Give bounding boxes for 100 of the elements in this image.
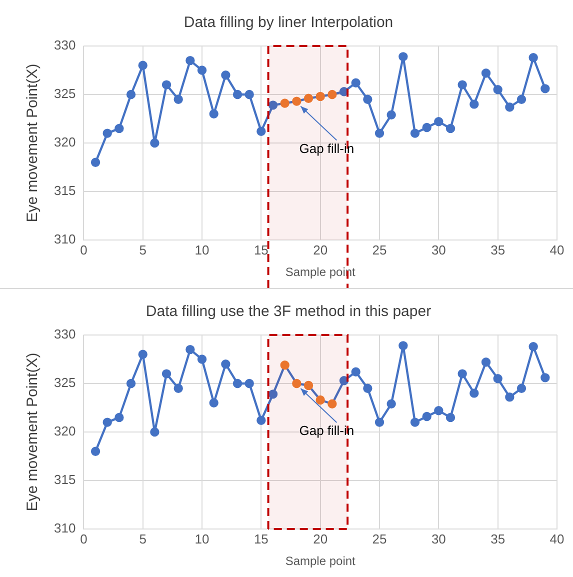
point bbox=[446, 124, 456, 134]
point bbox=[351, 367, 360, 376]
chart-title: Data filling by liner Interpolation bbox=[184, 14, 394, 32]
x-tick-label: 15 bbox=[254, 531, 268, 546]
y-axis-title: Eye movement Point(X) bbox=[24, 352, 42, 512]
point bbox=[481, 358, 491, 367]
point bbox=[386, 399, 396, 408]
point bbox=[150, 427, 160, 437]
point bbox=[516, 94, 526, 104]
y-tick-label: 310 bbox=[54, 232, 76, 247]
point bbox=[280, 360, 290, 370]
point bbox=[102, 128, 112, 138]
point bbox=[209, 109, 218, 118]
point bbox=[221, 70, 230, 80]
x-tick-label: 5 bbox=[139, 531, 146, 546]
point bbox=[410, 418, 420, 427]
point bbox=[363, 94, 372, 104]
x-tick-label: 25 bbox=[372, 531, 387, 546]
point bbox=[138, 60, 148, 70]
point bbox=[410, 128, 420, 138]
point bbox=[363, 384, 372, 393]
point bbox=[481, 68, 491, 78]
point bbox=[268, 390, 278, 399]
point bbox=[374, 128, 384, 138]
point bbox=[458, 80, 467, 90]
point bbox=[398, 341, 408, 350]
x-tick-label: 0 bbox=[80, 531, 88, 546]
point bbox=[528, 342, 538, 352]
y-tick-label: 330 bbox=[54, 38, 76, 53]
point bbox=[197, 66, 207, 75]
point bbox=[280, 98, 290, 108]
point bbox=[90, 158, 100, 167]
point bbox=[232, 378, 242, 388]
point bbox=[374, 418, 384, 427]
point bbox=[102, 418, 112, 427]
point bbox=[528, 53, 538, 62]
point bbox=[470, 100, 479, 109]
x-tick-label: 5 bbox=[139, 242, 146, 258]
point bbox=[434, 406, 444, 416]
point bbox=[316, 92, 325, 102]
y-tick-label: 325 bbox=[54, 375, 76, 390]
point bbox=[292, 96, 302, 106]
point bbox=[186, 344, 195, 354]
x-tick-label: 15 bbox=[254, 242, 268, 258]
point bbox=[256, 416, 266, 425]
point bbox=[197, 354, 207, 364]
x-tick-label: 25 bbox=[372, 242, 387, 258]
point bbox=[162, 80, 172, 90]
point bbox=[398, 52, 408, 62]
y-tick-label: 310 bbox=[54, 520, 76, 536]
point bbox=[221, 360, 230, 369]
point bbox=[540, 373, 550, 382]
point bbox=[114, 412, 124, 422]
point bbox=[126, 378, 136, 388]
point bbox=[244, 90, 254, 100]
x-axis-title: Sample point bbox=[285, 265, 356, 280]
point bbox=[328, 90, 337, 100]
point bbox=[328, 399, 337, 408]
point bbox=[174, 384, 183, 393]
point bbox=[90, 446, 100, 456]
point bbox=[186, 56, 195, 66]
x-tick-label: 35 bbox=[490, 531, 506, 546]
point bbox=[126, 90, 136, 100]
point bbox=[386, 110, 396, 120]
point bbox=[540, 84, 550, 94]
point bbox=[316, 395, 325, 405]
point bbox=[304, 94, 314, 103]
point bbox=[493, 85, 502, 94]
y-tick-label: 325 bbox=[54, 86, 76, 102]
point bbox=[114, 124, 124, 134]
point bbox=[244, 378, 254, 388]
x-tick-label: 40 bbox=[550, 531, 564, 546]
point bbox=[339, 376, 349, 386]
y-axis-title: Eye movement Point(X) bbox=[24, 64, 42, 222]
point bbox=[268, 100, 278, 110]
x-tick-label: 0 bbox=[80, 242, 88, 258]
point bbox=[209, 398, 218, 408]
x-tick-label: 20 bbox=[313, 242, 328, 258]
point bbox=[232, 90, 242, 100]
point bbox=[351, 78, 360, 88]
y-tick-label: 315 bbox=[54, 183, 76, 198]
point bbox=[458, 369, 467, 378]
point bbox=[162, 369, 172, 378]
point bbox=[138, 350, 148, 359]
x-tick-label: 35 bbox=[490, 242, 506, 258]
point bbox=[434, 117, 444, 126]
point bbox=[446, 412, 456, 422]
annotation: Gap fill-in bbox=[299, 140, 354, 156]
x-tick-label: 30 bbox=[431, 531, 446, 546]
point bbox=[292, 378, 302, 388]
point bbox=[505, 392, 514, 402]
y-tick-label: 315 bbox=[54, 472, 76, 488]
x-tick-label: 20 bbox=[313, 531, 328, 546]
x-tick-label: 10 bbox=[194, 531, 210, 546]
point bbox=[422, 412, 432, 422]
point bbox=[493, 374, 502, 384]
y-tick-label: 320 bbox=[54, 424, 76, 439]
point bbox=[516, 384, 526, 393]
point bbox=[470, 388, 479, 398]
x-tick-label: 30 bbox=[431, 242, 446, 258]
